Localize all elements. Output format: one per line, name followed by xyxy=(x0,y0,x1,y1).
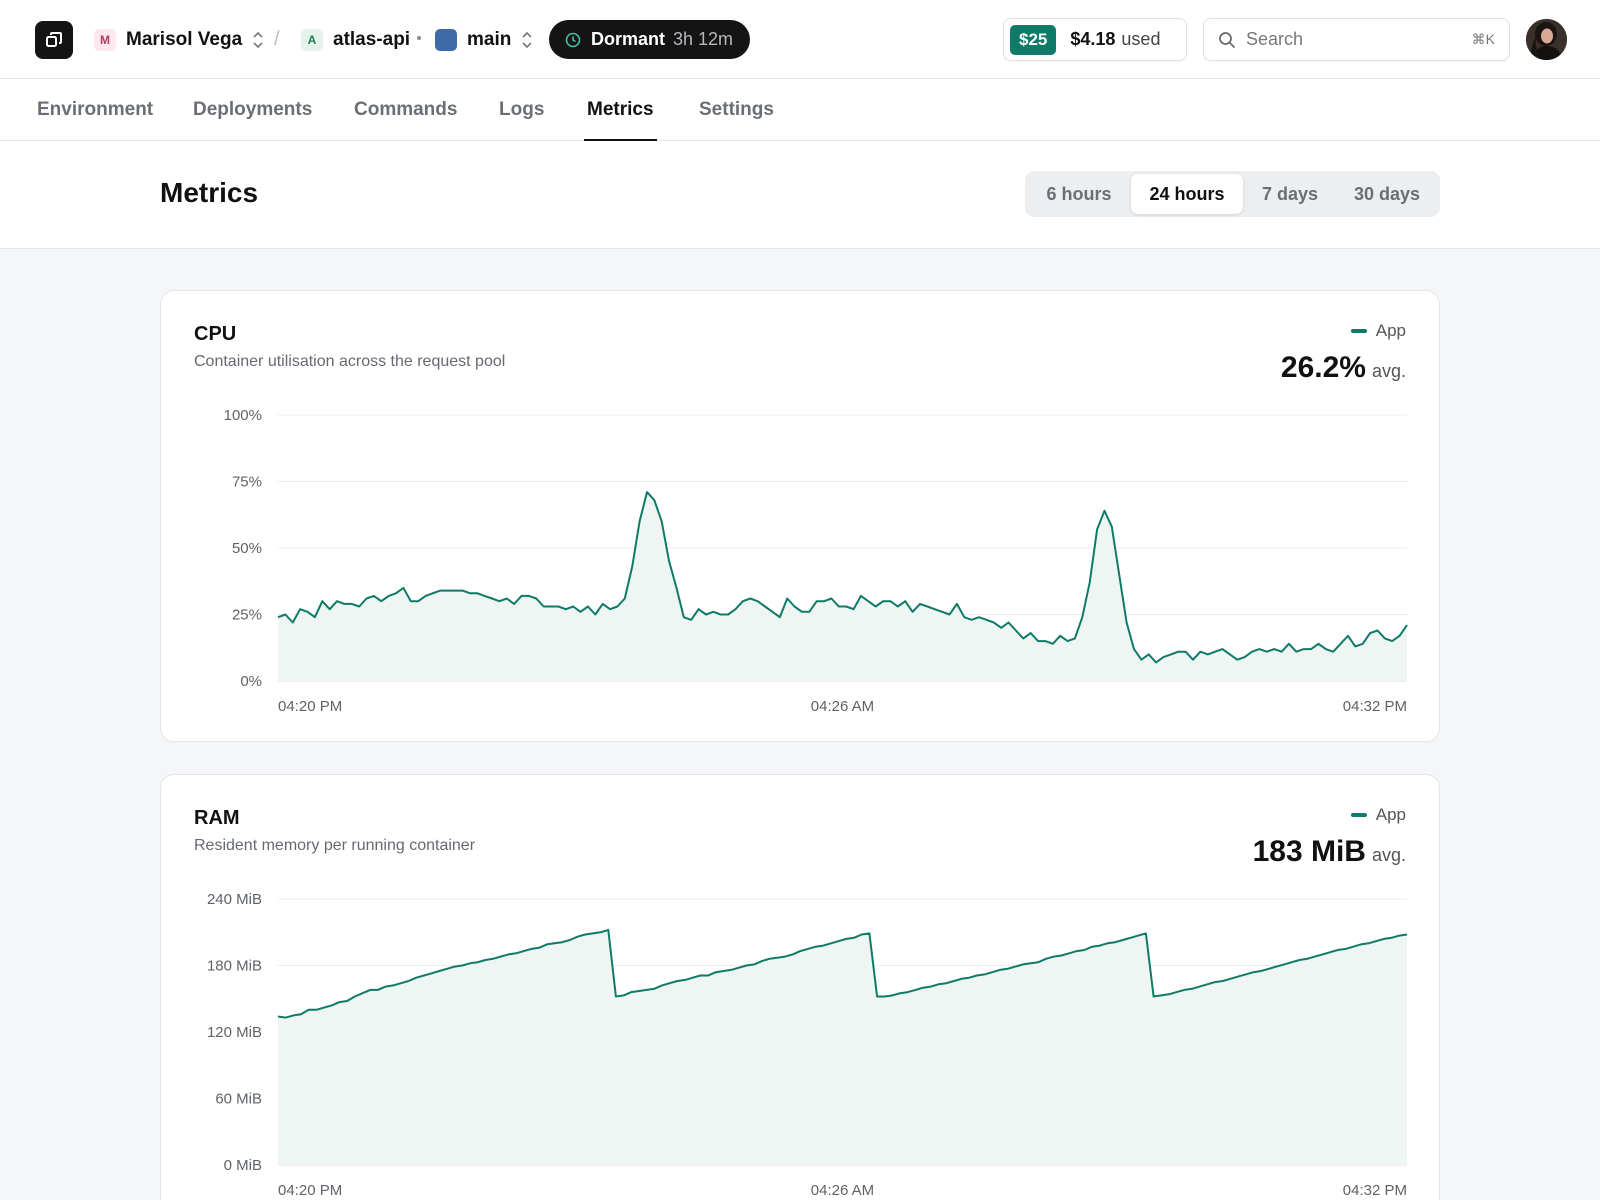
y-tick-label: 0 MiB xyxy=(224,1157,262,1174)
usage-indicator[interactable]: $25 $4.18 used xyxy=(1003,18,1187,61)
chart-legend: App xyxy=(1350,805,1406,825)
range-6-hours[interactable]: 6 hours xyxy=(1046,184,1112,204)
card-subtitle: Resident memory per running container xyxy=(194,837,476,854)
tab-metrics[interactable]: Metrics xyxy=(584,79,657,142)
project-initial: A xyxy=(301,28,323,51)
x-tick-label: 04:26 AM xyxy=(811,698,874,715)
ram-metric-card: RAM Resident memory per running containe… xyxy=(160,774,1440,1200)
chevron-up-down-icon xyxy=(253,31,263,48)
app-logo-button[interactable] xyxy=(35,21,73,59)
workspace-name: Marisol Vega xyxy=(126,28,243,50)
search-shortcut: ⌘K xyxy=(1471,31,1495,47)
x-tick-label: 04:32 PM xyxy=(1343,1182,1407,1199)
legend-swatch xyxy=(1350,329,1367,333)
y-tick-label: 0% xyxy=(240,673,262,690)
branch-color-badge xyxy=(435,28,457,51)
top-bar: M Marisol Vega / A atlas-api main Dorman… xyxy=(0,0,1600,79)
tab-commands[interactable]: Commands xyxy=(354,99,458,120)
project-switcher[interactable]: A atlas-api xyxy=(301,0,410,79)
branch-switcher[interactable]: main xyxy=(435,0,533,79)
chevron-up-down-icon xyxy=(522,31,532,48)
series-line-app xyxy=(277,929,1408,1019)
y-tick-label: 180 MiB xyxy=(207,958,262,975)
legend-label: App xyxy=(1375,321,1406,340)
breadcrumb-dot xyxy=(417,36,421,40)
y-tick-label: 75% xyxy=(232,474,262,491)
range-30-days[interactable]: 30 days xyxy=(1353,184,1421,204)
project-name: atlas-api xyxy=(333,28,411,50)
status-label: Dormant xyxy=(591,29,666,49)
credit-badge: $25 xyxy=(1010,24,1057,55)
search-box[interactable]: ⌘K xyxy=(1203,18,1510,61)
card-subtitle: Container utilisation across the request… xyxy=(194,353,506,370)
breadcrumb-separator: / xyxy=(274,28,280,50)
legend-label: App xyxy=(1375,805,1406,824)
card-title: CPU xyxy=(194,323,237,345)
used-label: used xyxy=(1121,29,1161,49)
user-photo xyxy=(1526,19,1567,60)
section-tabs: Environment Deployments Commands Logs Me… xyxy=(0,79,1600,142)
card-title: RAM xyxy=(194,807,240,829)
tab-logs[interactable]: Logs xyxy=(499,99,545,120)
used-amount: $4.18 xyxy=(1070,29,1116,49)
environment-status-pill[interactable]: Dormant 3h 12m xyxy=(549,20,750,59)
cpu-chart: 0% 25% 50% 75% 100% 04:20 PM 04:26 AM 04:32 PM xyxy=(224,407,1408,715)
chart-legend: App xyxy=(1350,321,1406,341)
legend-swatch xyxy=(1350,813,1367,817)
tab-settings[interactable]: Settings xyxy=(699,99,774,120)
average-value: 26.2% xyxy=(1280,351,1366,384)
average-label: avg. xyxy=(1371,845,1406,865)
branch-name: main xyxy=(467,28,512,50)
y-tick-label: 120 MiB xyxy=(207,1024,262,1041)
series-area xyxy=(278,930,1407,1165)
series-area xyxy=(278,492,1407,681)
time-range-selector: 6 hours 24 hours 7 days 30 days xyxy=(1025,171,1440,217)
range-7-days[interactable]: 7 days xyxy=(1261,184,1319,204)
y-tick-label: 60 MiB xyxy=(215,1091,262,1108)
clock-icon xyxy=(565,32,581,47)
average-value: 183 MiB xyxy=(1252,835,1366,868)
x-tick-label: 04:32 PM xyxy=(1343,698,1407,715)
series-line-app xyxy=(277,491,1408,664)
ram-chart: 0 MiB 60 MiB 120 MiB 180 MiB 240 MiB 04:20 PM… xyxy=(207,891,1408,1199)
average-label: avg. xyxy=(1371,361,1406,381)
average-stat: 26.2% avg. xyxy=(1281,351,1406,385)
workspace-initial: M xyxy=(94,28,116,51)
x-tick-label: 04:26 AM xyxy=(811,1182,874,1199)
y-tick-label: 240 MiB xyxy=(207,891,262,908)
page-header: Metrics 6 hours 24 hours 7 days 30 days xyxy=(0,141,1600,249)
x-tick-label: 04:20 PM xyxy=(278,1182,342,1199)
average-stat: 183 MiB avg. xyxy=(1253,835,1406,869)
workspace-switcher[interactable]: M Marisol Vega xyxy=(94,0,264,79)
page-title: Metrics xyxy=(160,177,259,208)
status-duration: 3h 12m xyxy=(673,29,734,49)
window-stack-icon xyxy=(46,32,62,47)
tab-environment[interactable]: Environment xyxy=(37,99,154,120)
y-tick-label: 100% xyxy=(224,407,262,424)
search-input[interactable] xyxy=(1246,29,1446,50)
tab-deployments[interactable]: Deployments xyxy=(193,99,313,120)
range-24-hours[interactable]: 24 hours xyxy=(1131,174,1243,214)
y-tick-label: 25% xyxy=(232,607,262,624)
cpu-metric-card: CPU Container utilisation across the req… xyxy=(160,290,1440,742)
user-avatar[interactable] xyxy=(1526,19,1567,60)
search-icon xyxy=(1219,31,1235,48)
y-tick-label: 50% xyxy=(232,540,262,557)
x-tick-label: 04:20 PM xyxy=(278,698,342,715)
